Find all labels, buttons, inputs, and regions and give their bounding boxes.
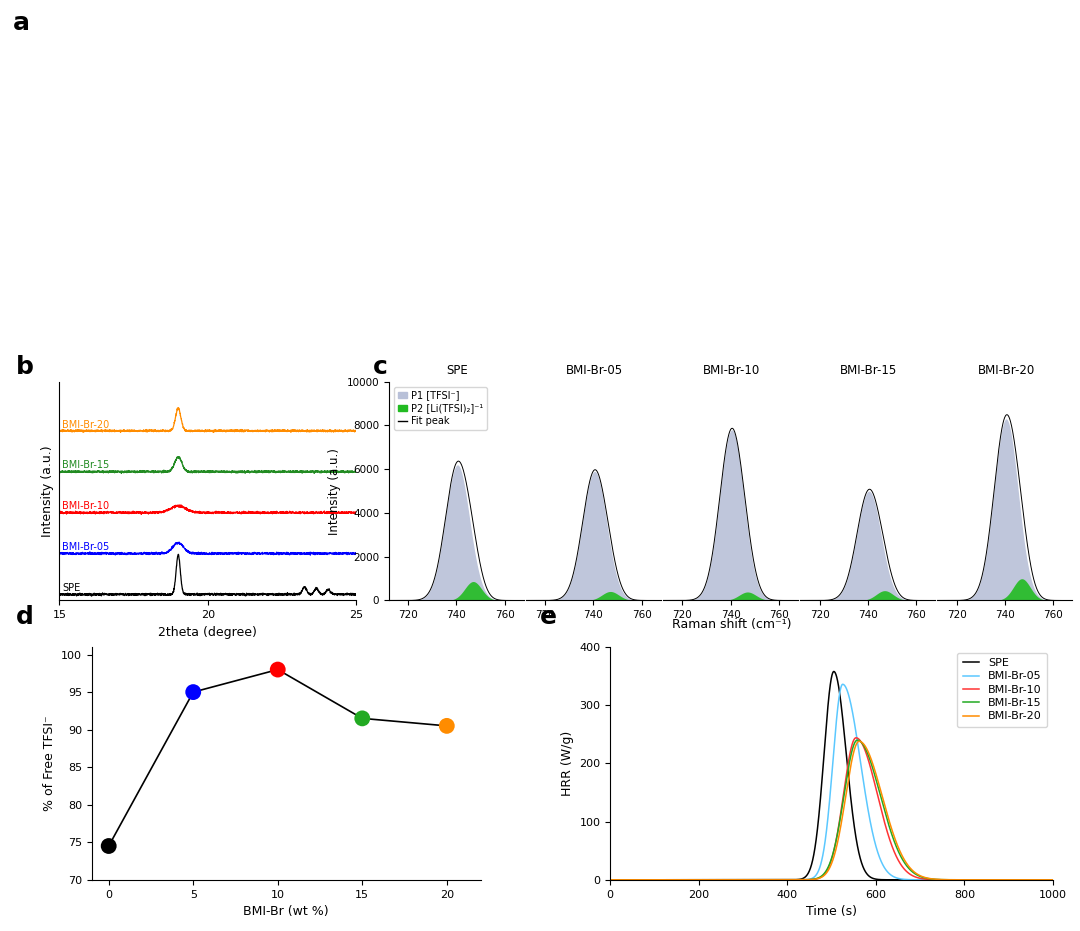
Text: BMI-Br-10: BMI-Br-10	[703, 364, 760, 377]
Text: SPE: SPE	[446, 364, 469, 377]
BMI-Br-05	[684, 874, 697, 885]
X-axis label: BMI-Br (wt %): BMI-Br (wt %)	[243, 905, 329, 918]
Point	[438, 719, 456, 734]
Text: BMI-Br-15: BMI-Br-15	[840, 364, 897, 377]
Y-axis label: HRR (W/g): HRR (W/g)	[561, 731, 573, 796]
BMI-Br-05	[773, 874, 786, 885]
Text: b: b	[16, 356, 35, 379]
SPE	[869, 873, 882, 884]
BMI-Br-05	[869, 841, 882, 852]
Line: BMI-Br-05: BMI-Br-05	[610, 684, 1053, 880]
Y-axis label: Intensity (a.u.): Intensity (a.u.)	[41, 445, 54, 537]
BMI-Br-10	[968, 874, 981, 885]
SPE	[684, 874, 697, 885]
Legend: SPE, BMI-Br-05, BMI-Br-10, BMI-Br-15, BMI-Br-20: SPE, BMI-Br-05, BMI-Br-10, BMI-Br-15, BM…	[957, 653, 1048, 727]
Text: Raman shift (cm⁻¹): Raman shift (cm⁻¹)	[672, 618, 792, 631]
SPE	[773, 874, 786, 885]
BMI-Br-20	[604, 874, 617, 885]
Point	[269, 662, 286, 677]
BMI-Br-15	[773, 874, 786, 885]
BMI-Br-15	[968, 874, 981, 885]
X-axis label: Time (s): Time (s)	[806, 905, 858, 918]
BMI-Br-05	[836, 679, 849, 690]
Text: BMI-Br-15: BMI-Br-15	[63, 461, 109, 470]
Text: BMI-Br-05: BMI-Br-05	[566, 364, 623, 377]
Point	[185, 684, 202, 699]
BMI-Br-20	[968, 874, 981, 885]
Text: a: a	[13, 11, 30, 35]
Y-axis label: Intensity (a.u.): Intensity (a.u.)	[328, 448, 341, 534]
BMI-Br-15	[1047, 874, 1059, 885]
Text: BMI-Br-20: BMI-Br-20	[977, 364, 1035, 377]
BMI-Br-15	[684, 874, 697, 885]
BMI-Br-05	[1047, 874, 1059, 885]
BMI-Br-10	[773, 874, 786, 885]
Text: d: d	[16, 605, 35, 628]
BMI-Br-20	[934, 874, 947, 885]
Legend: P1 [TFSI⁻], P2 [Li(TFSI)₂]⁻¹, Fit peak: P1 [TFSI⁻], P2 [Li(TFSI)₂]⁻¹, Fit peak	[394, 386, 487, 430]
BMI-Br-05	[934, 874, 947, 885]
BMI-Br-05	[604, 874, 617, 885]
BMI-Br-10	[604, 874, 617, 885]
Line: BMI-Br-10: BMI-Br-10	[610, 738, 1053, 880]
SPE	[934, 874, 947, 885]
Point	[353, 711, 370, 726]
BMI-Br-10	[869, 783, 882, 794]
SPE	[827, 666, 840, 677]
BMI-Br-15	[851, 735, 864, 746]
Text: SPE: SPE	[63, 583, 81, 593]
Point	[100, 839, 118, 854]
Text: c: c	[373, 356, 388, 379]
BMI-Br-20	[892, 842, 905, 853]
X-axis label: 2theta (degree): 2theta (degree)	[159, 626, 257, 639]
BMI-Br-15	[892, 845, 905, 857]
BMI-Br-15	[604, 874, 617, 885]
BMI-Br-20	[1047, 874, 1059, 885]
BMI-Br-10	[850, 733, 863, 744]
BMI-Br-10	[934, 874, 947, 885]
Line: BMI-Br-20: BMI-Br-20	[610, 741, 1053, 880]
BMI-Br-05	[968, 874, 981, 885]
Line: SPE: SPE	[610, 671, 1053, 880]
BMI-Br-20	[773, 874, 786, 885]
Text: e: e	[540, 605, 557, 628]
BMI-Br-10	[1047, 874, 1059, 885]
Text: BMI-Br-20: BMI-Br-20	[63, 420, 109, 429]
BMI-Br-15	[934, 874, 947, 885]
Y-axis label: % of Free TFSI⁻: % of Free TFSI⁻	[42, 716, 55, 811]
BMI-Br-20	[852, 735, 865, 747]
BMI-Br-10	[684, 874, 697, 885]
SPE	[968, 874, 981, 885]
Line: BMI-Br-15: BMI-Br-15	[610, 740, 1053, 880]
SPE	[1047, 874, 1059, 885]
Text: BMI-Br-10: BMI-Br-10	[63, 501, 109, 511]
BMI-Br-10	[892, 855, 905, 866]
BMI-Br-20	[684, 874, 697, 885]
BMI-Br-20	[869, 768, 882, 779]
BMI-Br-15	[869, 774, 882, 785]
Text: BMI-Br-05: BMI-Br-05	[63, 542, 109, 552]
SPE	[604, 874, 617, 885]
BMI-Br-05	[892, 872, 905, 884]
SPE	[892, 874, 905, 885]
